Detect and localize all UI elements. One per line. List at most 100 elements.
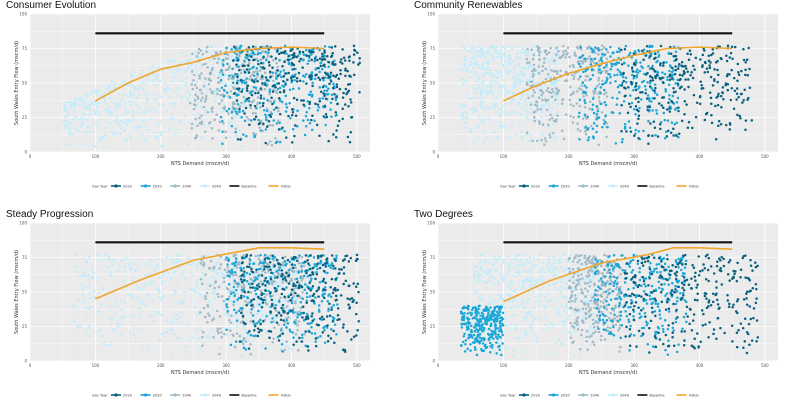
data-point xyxy=(153,93,157,96)
initial-line xyxy=(503,46,733,102)
data-point xyxy=(287,295,290,299)
data-point xyxy=(156,257,160,261)
data-point xyxy=(311,319,315,322)
data-point xyxy=(79,117,83,120)
data-point xyxy=(546,87,550,90)
data-point xyxy=(629,94,632,97)
data-point xyxy=(479,308,483,312)
data-point xyxy=(572,65,575,69)
data-point xyxy=(66,101,70,104)
data-point xyxy=(669,52,673,56)
data-point xyxy=(611,96,614,100)
data-point xyxy=(471,96,474,100)
data-point xyxy=(692,93,696,97)
data-point xyxy=(255,67,259,70)
data-point xyxy=(296,125,299,128)
data-point xyxy=(268,291,272,295)
data-point xyxy=(529,280,533,284)
data-point xyxy=(716,59,719,63)
data-point xyxy=(683,88,686,91)
data-point xyxy=(556,114,559,118)
data-point xyxy=(668,110,672,113)
data-point xyxy=(228,74,231,78)
data-point xyxy=(243,112,246,115)
data-point xyxy=(161,77,165,80)
data-point xyxy=(123,301,127,304)
data-point xyxy=(172,289,176,293)
data-point xyxy=(545,300,549,303)
data-point xyxy=(480,64,484,67)
data-point xyxy=(278,99,282,102)
data-point xyxy=(219,263,223,266)
data-point xyxy=(200,91,204,95)
data-point xyxy=(145,93,148,96)
data-point xyxy=(330,254,334,257)
data-point xyxy=(229,321,233,324)
data-point xyxy=(460,102,464,105)
data-point xyxy=(674,50,678,54)
data-point xyxy=(245,318,249,322)
data-point xyxy=(145,262,148,265)
data-point xyxy=(519,51,522,54)
data-point xyxy=(98,138,102,142)
data-point xyxy=(335,254,338,257)
data-point xyxy=(197,313,200,316)
data-point xyxy=(276,285,280,288)
data-point xyxy=(517,281,520,285)
data-point xyxy=(273,280,276,283)
data-point xyxy=(473,46,476,49)
data-point xyxy=(305,124,308,128)
data-point xyxy=(216,61,219,64)
data-point xyxy=(211,137,214,140)
data-point xyxy=(305,48,308,52)
data-point xyxy=(230,116,234,120)
data-point xyxy=(324,281,327,285)
data-point xyxy=(578,104,582,108)
data-point xyxy=(111,305,114,308)
data-point xyxy=(190,70,194,73)
data-point xyxy=(168,128,171,131)
data-point xyxy=(348,298,352,301)
data-point xyxy=(533,332,537,336)
data-point xyxy=(298,60,301,63)
data-point xyxy=(477,307,480,311)
data-point xyxy=(191,87,194,91)
data-point xyxy=(659,127,662,131)
data-point xyxy=(294,318,298,322)
data-point xyxy=(266,55,270,58)
data-point xyxy=(300,255,304,259)
legend-entry-label: Initial xyxy=(281,393,291,397)
data-point xyxy=(581,315,585,318)
data-point xyxy=(261,104,265,108)
data-point xyxy=(687,78,690,81)
data-point xyxy=(305,292,309,295)
data-point xyxy=(637,117,640,121)
data-point xyxy=(161,314,164,317)
data-point xyxy=(166,86,170,90)
data-point xyxy=(169,59,173,62)
data-point xyxy=(511,47,514,50)
data-point xyxy=(621,138,624,141)
data-point xyxy=(247,64,250,67)
data-point xyxy=(243,97,246,101)
data-point xyxy=(112,315,116,318)
data-point xyxy=(334,277,337,281)
data-point xyxy=(249,286,252,289)
data-point xyxy=(578,111,581,115)
data-point xyxy=(252,58,255,62)
data-point xyxy=(263,87,267,91)
data-point xyxy=(306,100,309,103)
data-point xyxy=(273,264,277,267)
data-point xyxy=(519,113,522,116)
legend-entry-label: 2020 xyxy=(531,184,541,188)
data-point xyxy=(207,337,210,340)
data-point xyxy=(254,115,258,118)
data-point xyxy=(264,50,267,54)
data-point xyxy=(523,350,527,354)
data-point xyxy=(666,129,670,132)
data-point xyxy=(295,340,298,343)
data-point xyxy=(221,81,225,85)
data-point xyxy=(647,64,650,68)
data-point xyxy=(674,90,677,94)
